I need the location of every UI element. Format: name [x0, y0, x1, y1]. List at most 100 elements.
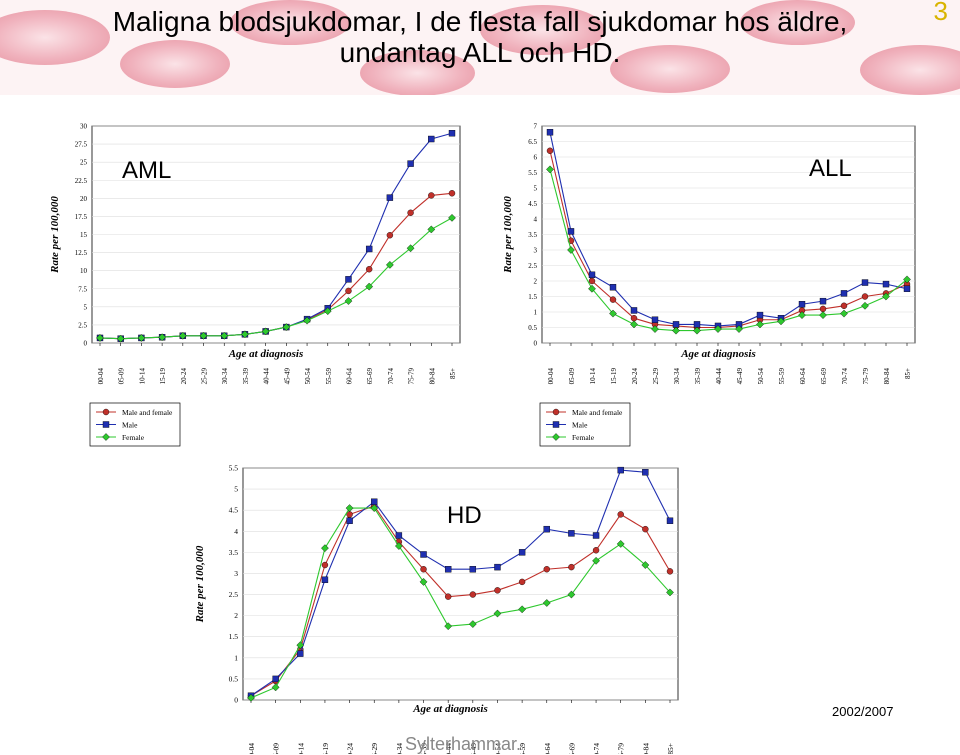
aml-point-female [178, 331, 187, 340]
aml-legend-marker-male [102, 421, 110, 428]
aml-point-female [323, 307, 332, 316]
hd-x-tick-label: 05-09 [272, 743, 281, 754]
all-point-male [819, 297, 827, 305]
hd-x-tick-label: 40-44 [444, 743, 453, 754]
all-series-line-male [549, 132, 908, 327]
aml-y-tick-label: 0 [84, 340, 88, 348]
hd-x-tick-label: 75-79 [617, 743, 626, 754]
all-x-tick-label: 75-79 [862, 368, 870, 385]
hd-x-tick-label: 80-84 [641, 743, 650, 754]
hd-point-both [568, 563, 575, 571]
all-x-tick-label: 70-74 [841, 368, 849, 385]
hd-point-both [617, 511, 624, 518]
aml-point-male [428, 135, 435, 143]
aml-x-tick-label: 50-54 [304, 368, 312, 385]
hd-chart-title: HD [447, 502, 482, 529]
all-x-tick-label: 15-19 [610, 368, 618, 385]
all-x-tick-label: 80-84 [883, 368, 891, 385]
all-point-male [861, 279, 869, 286]
all-y-tick-label: 5.5 [528, 169, 537, 177]
all-point-female [567, 246, 575, 254]
hd-y-tick-label: 5.5 [229, 464, 239, 473]
all-point-female [651, 325, 659, 333]
all-y-tick-label: 2 [534, 278, 538, 286]
hd-point-female [641, 561, 650, 569]
hd-y-tick-label: 5 [234, 485, 238, 494]
hd-point-female [518, 605, 527, 614]
all-point-both [588, 277, 596, 285]
blood-cell-image [860, 45, 960, 95]
all-point-female [882, 292, 890, 301]
hd-point-male [420, 551, 427, 558]
hd-y-tick-label: 1 [234, 653, 238, 662]
hd-point-male [494, 563, 501, 571]
hd-x-tick-label: 20-24 [346, 743, 355, 754]
aml-point-both [407, 209, 414, 217]
all-x-tick-label: 05-09 [568, 368, 576, 385]
aml-x-tick-label: 60-64 [345, 368, 353, 385]
hd-point-both [642, 525, 649, 533]
all-y-tick-label: 4 [534, 216, 538, 224]
aml-point-female [282, 323, 291, 331]
all-point-male [630, 307, 638, 314]
hd-x-tick-label: 50-54 [493, 743, 502, 754]
aml-y-tick-label: 22.5 [75, 177, 88, 185]
hd-point-female [247, 694, 255, 702]
hd-point-male [617, 466, 624, 474]
all-point-female [735, 325, 743, 333]
hd-point-both [444, 593, 452, 600]
aml-y-tick-label: 20 [80, 195, 88, 203]
aml-y-tick-label: 25 [80, 159, 88, 167]
hd-point-male [518, 549, 526, 556]
all-point-male [903, 285, 911, 292]
all-x-tick-label: 25-29 [652, 368, 660, 385]
all-point-male [672, 321, 680, 328]
all-x-tick-label: 50-54 [757, 368, 765, 385]
aml-x-tick-label: 30-34 [221, 368, 229, 385]
aml-x-tick-label: 20-24 [180, 368, 188, 385]
hd-point-both [543, 566, 550, 573]
all-point-female [819, 311, 827, 319]
hd-y-tick-label: 3.5 [229, 548, 239, 557]
aml-x-tick-label: 10-14 [138, 368, 146, 385]
hd-x-tick-label: 35-39 [420, 743, 429, 754]
aml-point-female [427, 225, 436, 234]
slide-date: 2002/2007 [832, 704, 894, 719]
hd-series-line-both [250, 505, 671, 697]
all-y-tick-label: 3 [534, 247, 538, 255]
all-point-female [756, 320, 764, 329]
aml-x-tick-label: 45-49 [283, 368, 291, 385]
all-legend-marker-both [552, 408, 560, 416]
aml-point-female [406, 244, 415, 253]
blood-cell-banner: Maligna blodsjukdomar, I de flesta fall … [0, 0, 960, 95]
all-point-both [630, 314, 638, 322]
aml-y-tick-label: 2.5 [78, 321, 87, 329]
aml-point-female [303, 316, 311, 325]
all-point-both [819, 305, 827, 313]
all-legend-label: Male [572, 421, 588, 430]
hd-point-male [395, 532, 403, 539]
slide-title: Maligna blodsjukdomar, I de flesta fall … [0, 6, 960, 68]
aml-point-both [428, 192, 435, 199]
all-y-tick-label: 6.5 [528, 138, 537, 146]
aml-point-female [199, 331, 208, 340]
all-point-male [840, 290, 848, 297]
all-point-both [609, 296, 617, 303]
all-point-female [672, 326, 680, 335]
aml-point-female [116, 334, 125, 343]
aml-y-tick-label: 15 [80, 231, 88, 239]
all-point-male [588, 271, 596, 279]
aml-y-tick-label: 10 [80, 267, 88, 275]
aml-y-tick-label: 7.5 [78, 285, 87, 293]
blood-cell-image [120, 40, 230, 88]
aml-y-tick-label: 5 [84, 303, 88, 311]
aml-legend-marker-both [102, 408, 110, 416]
hd-y-axis-label: Rate per 100,000 [194, 545, 206, 623]
hd-point-male [321, 576, 329, 583]
hd-x-axis-label: Age at diagnosis [412, 703, 488, 715]
all-point-female [693, 326, 701, 335]
all-point-male [756, 311, 764, 319]
slide-number: 3 [933, 0, 948, 26]
all-legend-marker-male [552, 421, 560, 428]
aml-x-axis-label: Age at diagnosis [228, 348, 304, 360]
